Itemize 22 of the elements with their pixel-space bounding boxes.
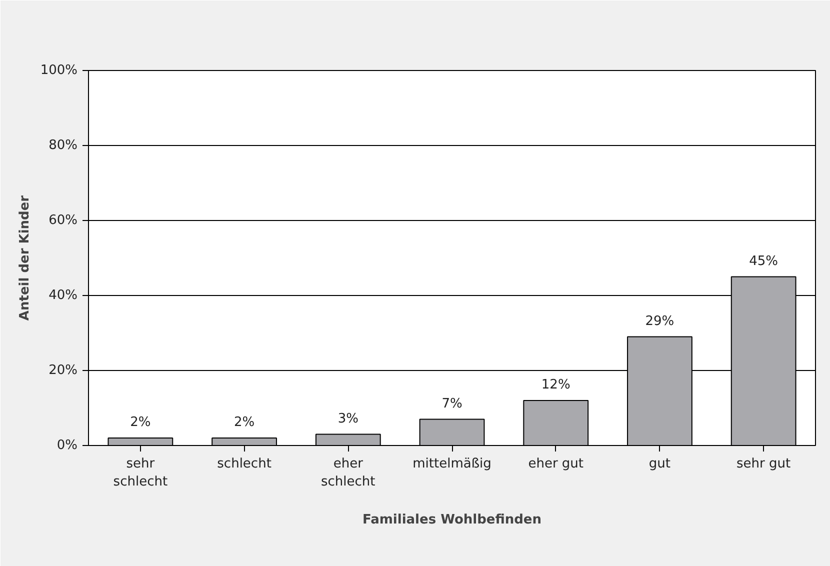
x-tick-label: eher schlecht [321,456,376,490]
y-tick-label: 60% [48,213,78,228]
x-tick-label: schlecht [217,456,272,472]
data-label: 45% [749,254,778,269]
y-tick-label: 40% [48,288,78,303]
x-tick-label: sehr gut [736,456,791,472]
x-tick-label: sehr schlecht [113,456,168,490]
data-label: 7% [442,396,462,412]
y-tick-label: 20% [48,363,78,378]
data-label: 3% [338,411,358,426]
y-tick-label: 80% [48,138,78,153]
data-label: 12% [541,378,570,392]
x-tick-label: eher gut [528,456,584,472]
y-tick-label: 0% [56,438,78,453]
x-tick-label: gut [648,456,671,472]
y-tick-label: 100% [40,63,78,78]
data-label: 29% [645,314,674,329]
x-axis-title: Familiales Wohlbefinden [362,512,542,528]
y-axis-title: Anteil der Kinder [17,194,32,321]
x-tick-label: mittelmäßig [412,456,492,472]
data-label: 2% [130,415,151,430]
data-label: 2% [234,415,255,430]
